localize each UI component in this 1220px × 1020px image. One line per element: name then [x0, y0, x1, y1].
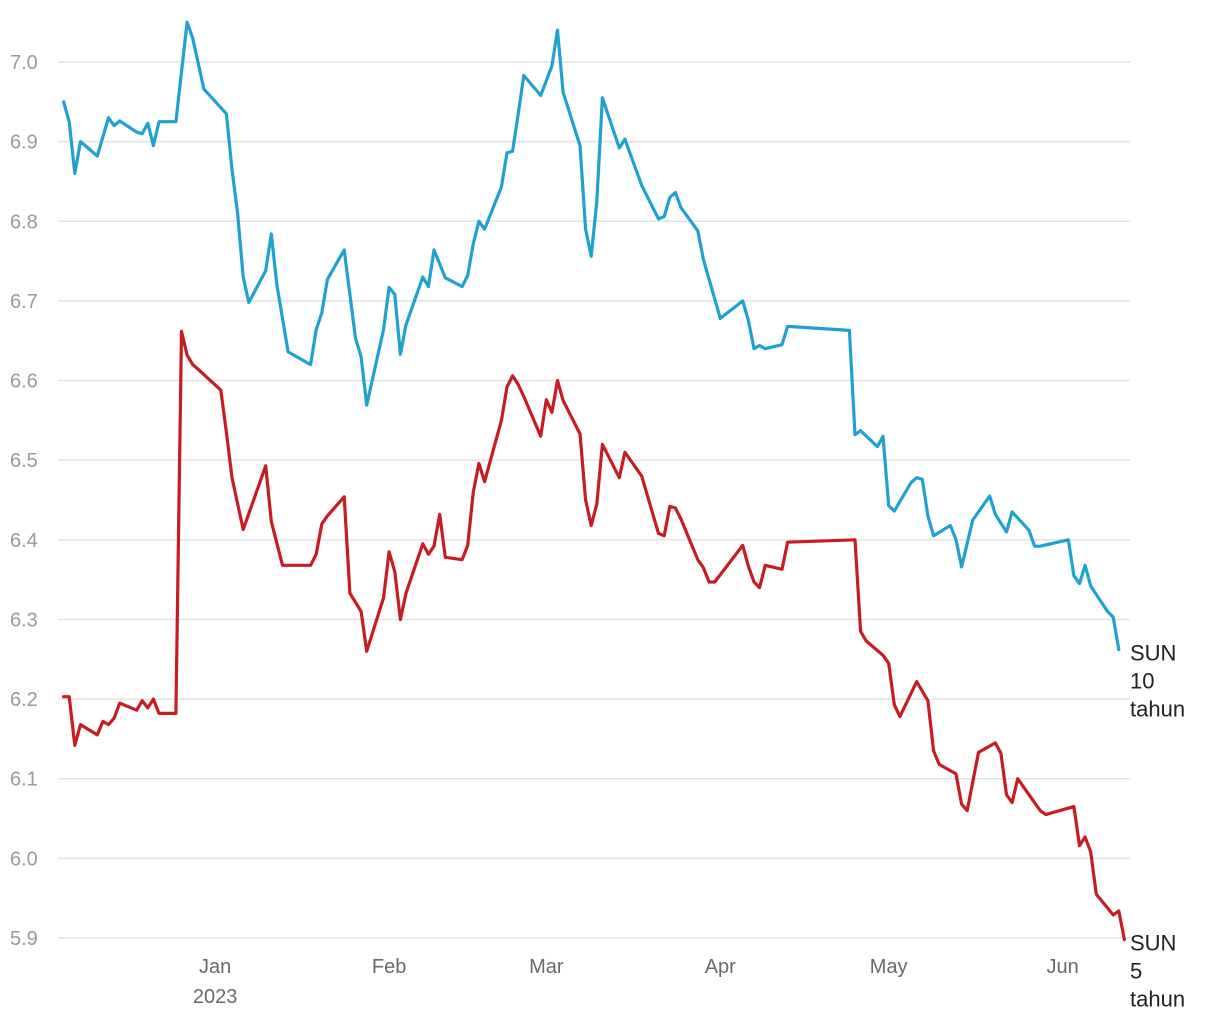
- x-axis-ticks: Jan 2023 Feb Mar Apr May Jun: [193, 956, 1079, 1008]
- y-tick-label: 6.9: [10, 132, 38, 154]
- series-end-label: 10: [1130, 669, 1154, 694]
- series-end-label: tahun: [1130, 987, 1185, 1012]
- y-axis-ticks: 7.0 6.9 6.8 6.7 6.6 6.5 6.4 6.3 6.2 6.1 6.0 5.9: [10, 52, 38, 950]
- y-tick-label: 7.0: [10, 52, 38, 74]
- x-tick-sublabel: 2023: [193, 986, 238, 1008]
- x-tick-label: Mar: [529, 956, 564, 978]
- y-tick-label: 6.0: [10, 848, 38, 870]
- series-line: [62, 20, 1121, 652]
- series-end-label: tahun: [1130, 697, 1185, 722]
- series-line: [62, 329, 1126, 942]
- x-tick-label: Feb: [372, 956, 406, 978]
- y-tick-label: 6.6: [10, 371, 38, 393]
- gridlines: [58, 61, 1130, 939]
- y-tick-label: 6.1: [10, 769, 38, 791]
- y-tick-label: 6.7: [10, 291, 38, 313]
- y-tick-label: 6.2: [10, 689, 38, 711]
- y-tick-label: 6.8: [10, 211, 38, 233]
- x-tick-label: Apr: [705, 956, 736, 978]
- series-end-labels: SUN 10 tahun SUN 5 tahun: [1130, 641, 1185, 1012]
- x-tick-label: Jan: [199, 956, 231, 978]
- series-end-label: 5: [1130, 959, 1142, 984]
- x-tick-label: Jun: [1047, 956, 1079, 978]
- series-lines: [62, 20, 1126, 942]
- y-tick-label: 6.5: [10, 450, 38, 472]
- x-tick-label: May: [870, 956, 908, 978]
- y-tick-label: 5.9: [10, 928, 38, 950]
- series-end-label: SUN: [1130, 931, 1176, 956]
- series-end-label: SUN: [1130, 641, 1176, 666]
- y-tick-label: 6.4: [10, 530, 38, 552]
- y-tick-label: 6.3: [10, 609, 38, 631]
